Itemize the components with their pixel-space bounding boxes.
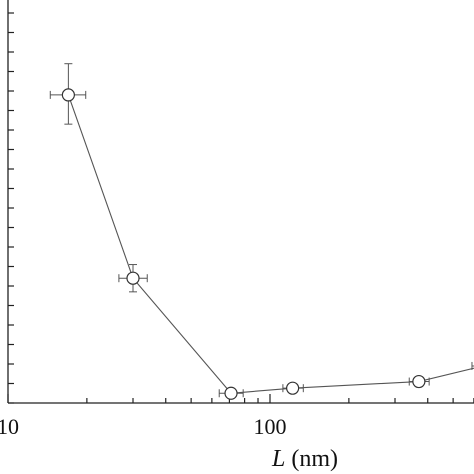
data-point-marker [224, 386, 238, 400]
x-tick-labels: 10 100 [0, 414, 287, 439]
error-bars [49, 63, 474, 399]
y-ticks [8, 12, 14, 404]
error-bar [471, 361, 474, 370]
plot-frame [7, 0, 474, 404]
data-point-marker [126, 271, 140, 285]
x-axis-label-unit: (nm) [285, 446, 338, 472]
x-ticks [7, 394, 474, 403]
x-tick-label: 10 [0, 414, 19, 439]
series-line [67, 94, 474, 394]
x-tick-label: 100 [254, 414, 287, 439]
data-point-marker [61, 88, 75, 102]
series-polyline [67, 94, 474, 394]
x-axis-label-symbol: L [271, 446, 285, 472]
data-point-marker [412, 374, 426, 389]
x-axis-label: L (nm) [271, 446, 338, 472]
markers [61, 88, 426, 400]
data-point-marker [286, 381, 300, 395]
